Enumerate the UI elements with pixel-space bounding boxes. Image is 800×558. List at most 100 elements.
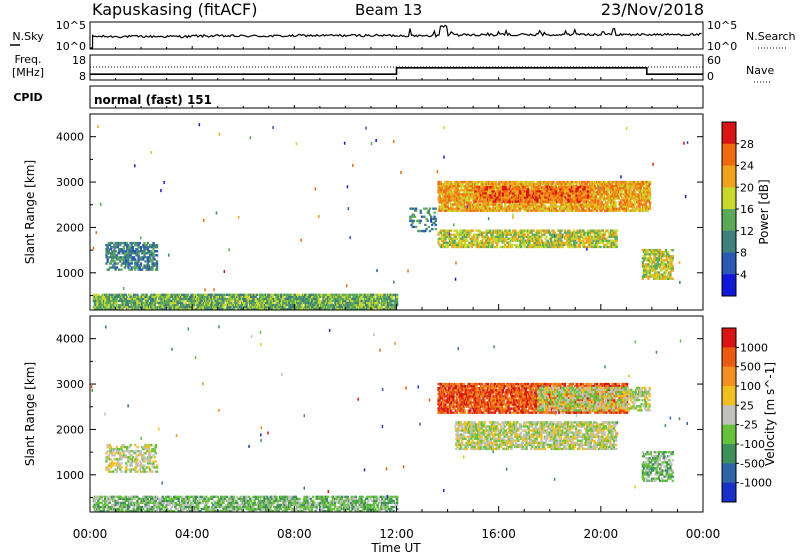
- scatter-cell: [344, 300, 346, 302]
- scatter-cell: [143, 264, 145, 266]
- scatter-cell: [320, 294, 322, 296]
- scatter-cell: [110, 246, 112, 248]
- scatter-cell: [620, 201, 622, 203]
- scatter-cell: [603, 191, 605, 193]
- scatter-cell: [526, 186, 528, 188]
- scatter-cell: [257, 302, 259, 304]
- scatter-cell: [342, 296, 344, 298]
- scatter-cell: [128, 262, 130, 264]
- scatter-cell: [444, 189, 446, 191]
- scatter-cell: [481, 198, 483, 200]
- scatter-cell: [95, 294, 97, 296]
- scatter-cell: [452, 208, 454, 210]
- scatter-cell: [143, 254, 145, 256]
- scatter-cell: [541, 192, 543, 194]
- scatter-cell: [479, 230, 481, 232]
- scatter-cell: [476, 240, 478, 242]
- scatter-cell: [512, 190, 514, 192]
- scatter-cell: [495, 181, 497, 183]
- scatter-cell: [391, 298, 393, 300]
- scatter-cell: [482, 238, 484, 240]
- scatter-cell: [489, 183, 491, 185]
- scatter-cell: [586, 208, 588, 210]
- scatter-cell: [527, 188, 529, 190]
- scatter-cell: [529, 200, 531, 202]
- scatter-cell: [486, 181, 488, 183]
- scatter-cell: [492, 194, 494, 196]
- scatter-cell: [325, 294, 327, 296]
- scatter-cell: [450, 181, 452, 183]
- scatter-cell: [542, 208, 544, 210]
- scatter-cell: [536, 198, 538, 200]
- scatter-cell: [322, 294, 324, 296]
- scatter-cell: [127, 260, 129, 262]
- scatter-cell: [241, 300, 243, 302]
- scatter-cell: [134, 264, 136, 266]
- scatter-cell: [471, 246, 473, 248]
- scatter-cell: [632, 193, 634, 195]
- scatter-cell: [109, 294, 111, 296]
- scatter-cell: [439, 183, 441, 185]
- scatter-cell: [473, 240, 475, 242]
- scatter-cell: [628, 191, 630, 193]
- scatter-cell: [532, 196, 534, 198]
- scatter-cell: [348, 306, 350, 308]
- scatter-cell: [381, 306, 383, 308]
- scatter-cell: [213, 296, 215, 298]
- scatter-cell: [620, 187, 622, 189]
- scatter-cell: [512, 210, 514, 212]
- scatter-cell: [496, 244, 498, 246]
- scatter-cell: [504, 203, 506, 205]
- scatter-cell: [181, 302, 183, 304]
- scatter-cell: [149, 258, 151, 260]
- scatter-cell: [478, 236, 480, 238]
- scatter-cell: [642, 193, 644, 195]
- scatter-cell: [502, 194, 504, 196]
- scatter-cell: [297, 304, 299, 306]
- scatter-cell: [502, 236, 504, 238]
- scatter-cell: [301, 304, 303, 306]
- scatter-cell: [143, 246, 145, 248]
- scatter-cell: [614, 205, 616, 207]
- scatter-cell: [467, 185, 469, 187]
- scatter-cell: [326, 302, 328, 304]
- scatter-cell: [627, 185, 629, 187]
- scatter-cell: [232, 304, 234, 306]
- scatter-cell: [482, 190, 484, 192]
- scatter-cell: [347, 302, 349, 304]
- scatter-cell: [119, 260, 121, 262]
- scatter-cell: [645, 183, 647, 185]
- scatter-cell: [588, 208, 590, 210]
- scatter-cell: [211, 300, 213, 302]
- scatter-cell: [450, 234, 452, 236]
- scatter-cell: [241, 296, 243, 298]
- scatter-cell: [456, 203, 458, 205]
- scatter-cell: [541, 181, 543, 183]
- scatter-cell: [486, 246, 488, 248]
- scatter-cell: [147, 266, 149, 268]
- scatter-cell: [573, 190, 575, 192]
- scatter-cell: [575, 183, 577, 185]
- scatter-cell: [152, 248, 154, 250]
- scatter-cell: [123, 252, 125, 254]
- scatter-cell: [471, 242, 473, 244]
- scatter-cell: [649, 187, 651, 189]
- scatter-cell: [582, 208, 584, 210]
- scatter-cell: [129, 298, 131, 300]
- nsky-line: [90, 25, 702, 48]
- scatter-cell: [647, 197, 649, 199]
- scatter-cell: [509, 181, 511, 183]
- scatter-cell: [627, 208, 629, 210]
- scatter-cell: [597, 201, 599, 203]
- scatter-cell: [478, 244, 480, 246]
- scatter-cell: [452, 238, 454, 240]
- scatter-cell: [385, 304, 387, 306]
- scatter-cell: [311, 300, 313, 302]
- scatter-cell: [550, 194, 552, 196]
- scatter-cell: [488, 238, 490, 240]
- scatter-cell: [563, 210, 565, 212]
- scatter-cell: [524, 192, 526, 194]
- scatter-cell: [582, 210, 584, 212]
- cpid-row: CPID normal (fast) 151: [13, 86, 703, 108]
- scatter-cell: [640, 187, 642, 189]
